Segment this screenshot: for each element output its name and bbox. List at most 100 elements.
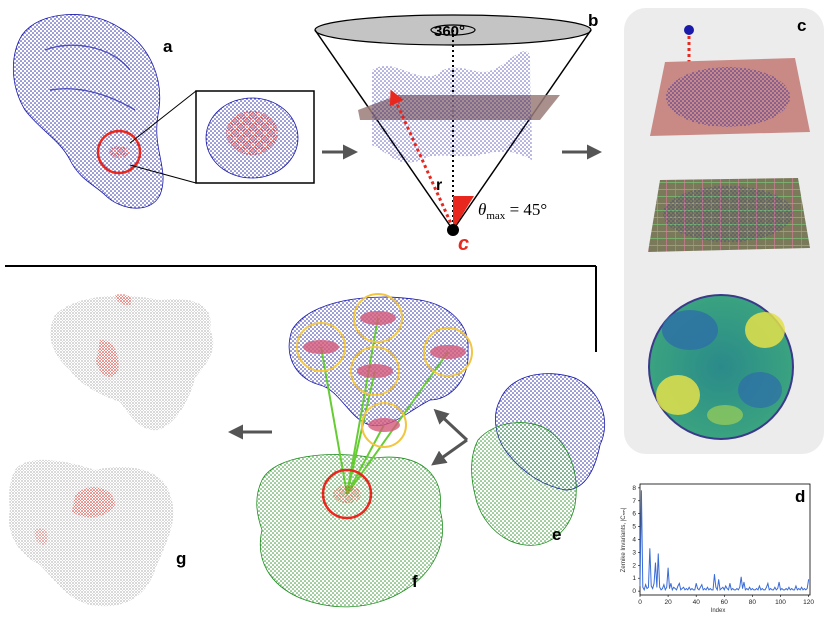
chart-data-point [693, 589, 694, 591]
panel-f: f [256, 293, 473, 608]
panel-label-d: d [795, 487, 805, 506]
chart-data-point [677, 585, 679, 587]
chart-data-point [664, 589, 666, 591]
chart-data-point [745, 589, 746, 591]
chart-y-tick-label: 3 [632, 549, 636, 556]
chart-data-point [787, 589, 788, 591]
selected-patch-circle [96, 129, 142, 175]
chart-data-point [726, 588, 728, 589]
chart-data-point [655, 562, 656, 564]
chart-points [639, 490, 809, 591]
chart-data-point [719, 589, 721, 591]
chart-data-point [722, 586, 724, 588]
chart-x-tick-label: 40 [693, 599, 701, 606]
chart-data-point [746, 588, 748, 589]
chart-data-point [756, 588, 757, 589]
panel-label-g: g [176, 549, 186, 568]
chart-data-point [649, 548, 651, 549]
chart-y-tick-label: 6 [632, 511, 636, 518]
chart-x-tick-label: 100 [775, 599, 786, 606]
chart-data-point [648, 586, 649, 588]
chart-data-point [702, 589, 704, 591]
chart-data-point [643, 589, 645, 591]
chart-data-point [674, 588, 676, 589]
query-patch-circle [321, 468, 373, 520]
chart-data-point [797, 589, 798, 591]
chart-data-point [739, 586, 741, 588]
protein-surface-blue [12, 14, 164, 209]
chart-data-point [705, 589, 707, 591]
chart-x-tick-label: 0 [638, 599, 642, 606]
chart-data-point [771, 589, 773, 591]
chart-y-tick-label: 1 [632, 575, 636, 582]
chart-data-point [725, 585, 727, 587]
chart-data-point [781, 588, 783, 589]
chart-data-point [694, 589, 696, 591]
chart-data-point [709, 588, 711, 589]
chart-data-point [707, 586, 708, 588]
chart-data-point [770, 588, 772, 589]
chart-data-point [743, 581, 745, 583]
chart-data-point [660, 589, 662, 591]
chart-data-point [659, 586, 661, 588]
chart-data-point [673, 586, 675, 588]
chart-data-point [794, 589, 795, 591]
chart-data-point [749, 586, 750, 588]
panel-a: a [12, 14, 315, 209]
chart-x-tick-label: 60 [721, 599, 729, 606]
chart-data-point [767, 583, 769, 584]
chart-data-point [729, 583, 731, 584]
chart-data-point [740, 576, 742, 578]
arrow-e-down [431, 438, 468, 466]
blue-protein-f [288, 296, 469, 427]
chart-data-point [730, 589, 732, 591]
chart-data-point [698, 589, 700, 591]
chart-data-point [667, 567, 669, 569]
chart-data-point [808, 579, 809, 580]
chart-data-point [701, 584, 703, 586]
chart-data-point [742, 588, 743, 589]
chart-y-tick-label: 8 [632, 485, 636, 492]
green-protein-f [256, 454, 444, 608]
chart-data-point [735, 589, 736, 591]
chart-data-point [728, 589, 729, 591]
chart-data-point [750, 589, 752, 591]
chart-data-point [656, 586, 658, 588]
chart-y-tick-label: 4 [632, 537, 636, 544]
panel-label-b: b [588, 11, 598, 30]
chart-data-point [670, 583, 672, 584]
chart-data-point [712, 589, 714, 591]
chart-y-tick-label: 5 [632, 524, 636, 531]
chart-data-point [641, 490, 642, 491]
chart-data-point [711, 589, 713, 591]
chart-data-point [678, 583, 680, 584]
chart-data-point [766, 586, 767, 588]
chart-data-point [718, 579, 720, 580]
chart-x-ticks: 0 20 40 60 80 100 120 [638, 595, 814, 606]
panel-label-e: e [552, 525, 561, 544]
chart-data-point [757, 589, 759, 591]
chart-data-point [764, 589, 766, 591]
patch-rings [296, 293, 473, 448]
chart-data-point [804, 588, 805, 589]
chart-data-point [792, 589, 794, 591]
panel-g: g [9, 294, 214, 607]
chart-data-point [700, 586, 701, 588]
chart-data-point [681, 588, 683, 589]
chart-data-point [768, 589, 770, 591]
chart-data-point [657, 553, 659, 555]
chart-data-point [763, 589, 764, 591]
chart-data-point [691, 588, 693, 589]
chart-data-point [778, 581, 780, 583]
chart-data-point [714, 573, 715, 575]
chart-x-tick-label: 80 [749, 599, 757, 606]
green-protein-e [471, 422, 577, 546]
chart-plot-area [639, 483, 811, 596]
chart-data-point [642, 586, 644, 588]
chart-data-point [784, 589, 786, 591]
chart-data-point [780, 589, 781, 591]
chart-data-point [791, 588, 793, 589]
chart-y-axis-label: Zernike Invariants, |Cₙₘ| [621, 507, 627, 572]
radius-vector [389, 89, 455, 229]
